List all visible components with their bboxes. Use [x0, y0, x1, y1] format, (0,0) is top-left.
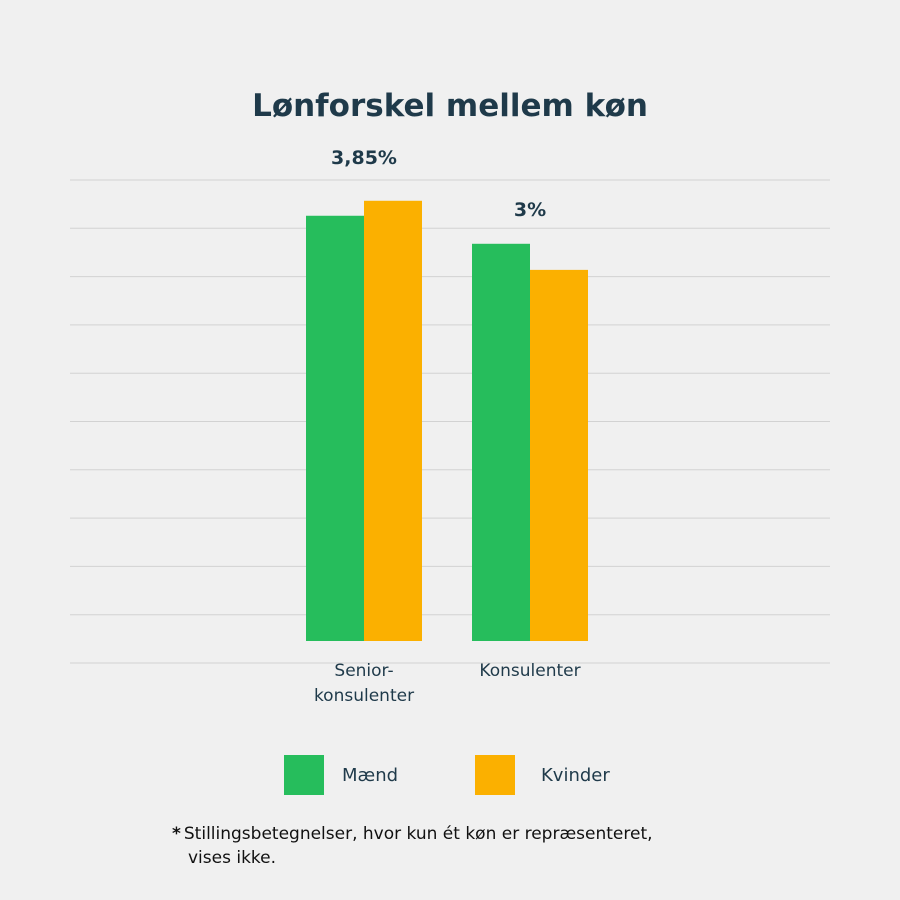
bar-kvinder-0 [364, 200, 422, 642]
legend-item-kvinder: Kvinder [475, 755, 610, 795]
footnote: * Stillingsbetegnelser, hvor kun ét køn e… [172, 822, 653, 870]
legend-swatch-maend [284, 755, 324, 795]
bar-maend-0 [306, 215, 364, 641]
bar-maend-1 [472, 243, 530, 641]
category-label: konsulenter [314, 686, 414, 706]
data-label: 3% [514, 199, 546, 221]
legend-swatch-kvinder [475, 755, 515, 795]
legend-label-kvinder: Kvinder [541, 764, 610, 786]
data-label: 3,85% [331, 147, 397, 169]
legend-label-maend: Mænd [342, 764, 399, 786]
footnote-line-1: Stillingsbetegnelser, hvor kun ét køn er… [183, 824, 653, 844]
footnote-star: * [172, 824, 181, 844]
legend-item-maend: Mænd [284, 755, 398, 795]
chart-title: Lønforskel mellem køn [252, 88, 648, 124]
footnote-line-2: vises ikke. [188, 848, 277, 868]
category-label: Konsulenter [479, 661, 580, 681]
category-label: Senior- [334, 661, 393, 681]
bar-kvinder-1 [530, 269, 588, 641]
